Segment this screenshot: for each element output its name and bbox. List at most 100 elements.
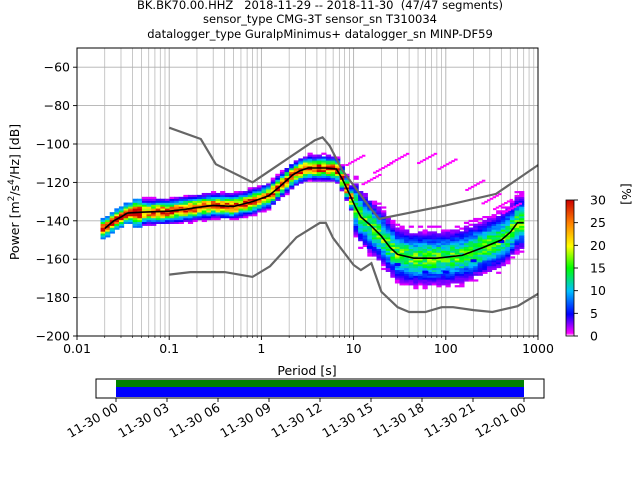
heatmap-cell [252, 210, 258, 213]
heatmap-cell [431, 233, 437, 236]
heatmap-cell [376, 214, 382, 217]
heatmap-outlier-cell [470, 185, 475, 188]
heatmap-cell [385, 235, 391, 238]
heatmap-cell [252, 194, 258, 198]
heatmap-cell [505, 262, 511, 265]
heatmap-cell [486, 256, 493, 259]
heatmap-cell [445, 229, 451, 232]
heatmap-cell [325, 160, 332, 163]
heatmap-cell [312, 173, 318, 176]
heatmap-cell [427, 283, 433, 286]
heatmap-cell [367, 229, 373, 232]
heatmap-cell [486, 250, 493, 253]
heatmap-cell [450, 231, 456, 234]
heatmap-cell [192, 194, 198, 198]
heatmap-cell [450, 240, 456, 244]
heatmap-cell [270, 179, 276, 182]
heatmap-cell [450, 252, 456, 255]
heatmap-cell [404, 250, 410, 253]
heatmap-cell [233, 216, 240, 219]
heatmap-cell [220, 206, 226, 209]
heatmap-cell [252, 200, 258, 203]
heatmap-cell [284, 185, 290, 188]
heatmap-cell [491, 252, 497, 255]
heatmap-cell [450, 269, 456, 272]
heatmap-cell [353, 175, 359, 178]
heatmap-cell [206, 202, 212, 205]
heatmap-cell [459, 235, 465, 238]
heatmap-cell [146, 214, 152, 217]
heatmap-cell [468, 277, 474, 280]
heatmap-cell [482, 219, 488, 223]
heatmap-cell [486, 231, 493, 234]
heatmap-cell [450, 273, 456, 276]
heatmap-cell [367, 252, 373, 255]
heatmap-cell [293, 179, 299, 182]
heatmap-cell [440, 260, 447, 263]
heatmap-cell [482, 246, 488, 249]
heatmap-cell [339, 175, 345, 178]
heatmap-cell [358, 200, 364, 203]
heatmap-cell [408, 244, 414, 248]
heatmap-cell [454, 244, 460, 248]
heatmap-cell [169, 217, 175, 221]
heatmap-cell [450, 279, 456, 282]
heatmap-cell [105, 227, 111, 230]
heatmap-cell [482, 262, 488, 265]
heatmap-cell [394, 233, 401, 236]
heatmap-cell [450, 267, 456, 271]
heatmap-cell [339, 185, 345, 188]
heatmap-cell [404, 256, 410, 259]
heatmap-cell [381, 212, 387, 215]
heatmap-cell [509, 200, 516, 203]
heatmap-cell [463, 240, 470, 244]
heatmap-cell [500, 216, 506, 219]
heatmap-cell [381, 223, 387, 226]
heatmap-outlier-cell [428, 155, 432, 158]
heatmap-cell [353, 194, 359, 198]
heatmap-cell [358, 237, 364, 240]
heatmap-cell [404, 248, 410, 251]
heatmap-cell [206, 217, 212, 221]
heatmap-cell [302, 179, 309, 182]
heatmap-cell [321, 171, 327, 175]
heatmap-cell [187, 208, 194, 211]
time-tick-label: 11-30 12 [268, 400, 324, 441]
heatmap-cell [247, 194, 253, 198]
heatmap-cell [450, 248, 456, 251]
heatmap-cell [215, 214, 221, 217]
heatmap-cell [381, 260, 387, 263]
heatmap-cell [381, 227, 387, 230]
heatmap-cell [436, 239, 442, 242]
heatmap-cell [404, 264, 410, 267]
heatmap-cell [500, 206, 506, 209]
heatmap-cell [178, 202, 184, 205]
heatmap-cell [390, 244, 396, 248]
heatmap-cell [325, 168, 332, 171]
heatmap-cell [500, 235, 506, 238]
heatmap-cell [114, 227, 120, 230]
heatmap-cell [436, 258, 442, 261]
heatmap-cell [427, 239, 433, 242]
heatmap-cell [473, 231, 479, 234]
heatmap-cell [417, 262, 424, 265]
heatmap-cell [376, 235, 382, 238]
heatmap-cell [114, 214, 120, 217]
heatmap-cell [307, 175, 313, 178]
heatmap-cell [298, 168, 304, 171]
heatmap-cell [371, 217, 378, 221]
heatmap-cell [238, 210, 244, 213]
heatmap-cell [473, 271, 479, 274]
heatmap-cell [390, 250, 396, 253]
heatmap-cell [302, 166, 309, 169]
heatmap-cell [473, 262, 479, 265]
heatmap-cell [399, 252, 405, 255]
heatmap-cell [279, 192, 286, 196]
heatmap-cell [390, 246, 396, 249]
heatmap-cell [413, 254, 419, 257]
heatmap-cell [514, 237, 520, 240]
heatmap-cell [261, 194, 267, 198]
heatmap-cell [321, 179, 327, 182]
heatmap-cell [399, 267, 405, 271]
heatmap-cell [486, 239, 493, 242]
